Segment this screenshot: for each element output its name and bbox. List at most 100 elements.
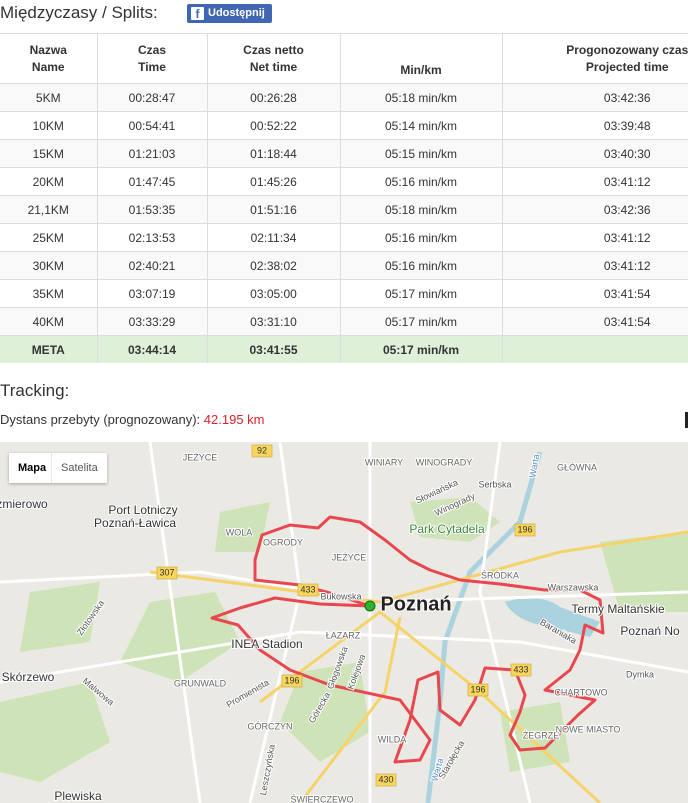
splits-table: Nazwa Name Czas Time Czas netto Net time Min/k… xyxy=(0,33,688,363)
cell: 40KM xyxy=(0,307,97,336)
map-label: ŁAZARZ xyxy=(326,630,361,640)
map-type-map[interactable]: Mapa xyxy=(18,462,47,474)
cell: 03:31:10 xyxy=(206,307,340,336)
map-label: WOLA xyxy=(226,527,253,537)
map-label: ŻEGRZE xyxy=(523,730,560,740)
cell: 05:17 min/km xyxy=(339,335,502,363)
share-button[interactable]: f Udostępnij xyxy=(187,4,272,23)
cell: 05:16 min/km xyxy=(339,167,502,196)
map-label: Serbska xyxy=(478,479,511,489)
split-row: 21,1KM 01:53:35 01:51:16 05:18 min/km 03:42:… xyxy=(0,195,688,224)
map-label: CHARTOWO xyxy=(554,687,607,697)
distance-label: Dystans przebyty (prognozowany): xyxy=(0,412,201,427)
header-line: Czas xyxy=(137,42,166,57)
column-header: Progonozowany czas Projected time xyxy=(501,33,688,84)
cell: 05:15 min/km xyxy=(339,139,502,168)
lake xyxy=(505,598,600,637)
cell: 03:42:36 xyxy=(501,83,688,112)
header-line: Net time xyxy=(249,59,298,74)
cell: 03:41:12 xyxy=(501,167,688,196)
cell: 03:41:54 xyxy=(501,307,688,336)
map-label: Park Cytadela xyxy=(409,522,485,536)
split-row: 40KM 03:33:29 03:31:10 05:17 min/km 03:41:54 xyxy=(0,307,688,336)
header-line: Czas netto xyxy=(243,42,304,57)
cell: 15KM xyxy=(0,139,97,168)
cell: 00:26:28 xyxy=(206,83,340,112)
column-header: Nazwa Name xyxy=(0,33,97,84)
cell: 35KM xyxy=(0,279,97,308)
distance: Dystans przebyty (prognozowany): 42.195 … xyxy=(0,412,264,427)
cell: 01:47:45 xyxy=(96,167,207,196)
column-header: Czas Time xyxy=(96,33,207,84)
map-label: GŁÓWNA xyxy=(557,462,597,472)
map-label: JEŻYCE xyxy=(183,452,218,462)
scroll-marker xyxy=(685,412,688,428)
cell: 01:21:03 xyxy=(96,139,207,168)
map-label: Plewiska xyxy=(54,789,102,803)
river xyxy=(425,451,543,803)
splits-title: Międzyczasy / Splits: xyxy=(0,3,158,22)
map-label: Poznań No xyxy=(620,624,680,638)
cell: 01:51:16 xyxy=(206,195,340,224)
cell: 25KM xyxy=(0,223,97,252)
map-label: 196 xyxy=(470,684,485,694)
column-header: Czas netto Net time xyxy=(206,33,340,84)
map-label: GRUNWALD xyxy=(174,678,227,688)
cell: 01:45:26 xyxy=(206,167,340,196)
map-label: Termy Maltańskie xyxy=(571,602,665,616)
cell: 05:18 min/km xyxy=(339,83,502,112)
cell: 05:17 min/km xyxy=(339,307,502,336)
split-row: 10KM 00:54:41 00:52:22 05:14 min/km 03:39:48 xyxy=(0,111,688,140)
tracking-title: Tracking: xyxy=(0,381,70,400)
share-label: Udostępnij xyxy=(208,7,265,19)
road-badge xyxy=(297,583,319,597)
cell: 01:18:44 xyxy=(206,139,340,168)
cell: 10KM xyxy=(0,111,97,140)
cell: META xyxy=(0,335,97,363)
map-label: Port Lotniczy xyxy=(108,503,177,517)
road-badge xyxy=(510,663,532,677)
map-label: ŚWIERCZEWO xyxy=(291,793,354,803)
cell: 01:53:35 xyxy=(96,195,207,224)
map-label: 433 xyxy=(300,584,315,594)
map-label: WINOGRADY xyxy=(416,457,473,467)
cell: 02:13:53 xyxy=(96,223,207,252)
cell: 05:18 min/km xyxy=(339,195,502,224)
split-row: 35KM 03:07:19 03:05:00 05:17 min/km 03:41:54 xyxy=(0,279,688,308)
map-controls: Mapa Satelita xyxy=(9,453,107,483)
cell: 02:38:02 xyxy=(206,251,340,280)
cell: 03:41:55 xyxy=(206,335,340,363)
cell: 03:41:12 xyxy=(501,223,688,252)
map-label: INEA Stadion xyxy=(231,637,302,651)
map-label: 307 xyxy=(159,567,174,577)
split-row: META 03:44:14 03:41:55 05:17 min/km xyxy=(0,335,688,363)
distance-value: 42.195 km xyxy=(203,412,265,427)
road-badge xyxy=(514,523,536,537)
cell: 03:39:48 xyxy=(501,111,688,140)
header-line: Name xyxy=(31,59,65,74)
cell: 02:11:34 xyxy=(206,223,340,252)
map-label: ŚRÓDKA xyxy=(481,569,519,580)
column-header: Min/km xyxy=(339,33,502,84)
split-row: 30KM 02:40:21 02:38:02 05:16 min/km 03:41:12 xyxy=(0,251,688,280)
map-label: Skórzewo xyxy=(2,670,55,684)
header-line: Projected time xyxy=(585,59,669,74)
runner-marker[interactable] xyxy=(364,600,376,612)
road-badge xyxy=(467,683,489,697)
map-label: 433 xyxy=(513,664,528,674)
header-line: Progonozowany czas xyxy=(566,42,688,57)
split-row: 25KM 02:13:53 02:11:34 05:16 min/km 03:41:12 xyxy=(0,223,688,252)
map-label: NOWE MIASTO xyxy=(556,724,621,734)
cell: 05:14 min/km xyxy=(339,111,502,140)
cell: 03:41:54 xyxy=(501,279,688,308)
map-type-satellite[interactable]: Satelita xyxy=(61,462,98,474)
map-label: GÓRCZYN xyxy=(248,721,293,731)
cell: 00:54:41 xyxy=(96,111,207,140)
cell: 00:28:47 xyxy=(96,83,207,112)
cell: 05:17 min/km xyxy=(339,279,502,308)
map-label: Bukowska xyxy=(320,591,361,601)
split-row: 15KM 01:21:03 01:18:44 05:15 min/km 03:40:30 xyxy=(0,139,688,168)
split-row: 5KM 00:28:47 00:26:28 05:18 min/km 03:42:36 xyxy=(0,83,688,112)
